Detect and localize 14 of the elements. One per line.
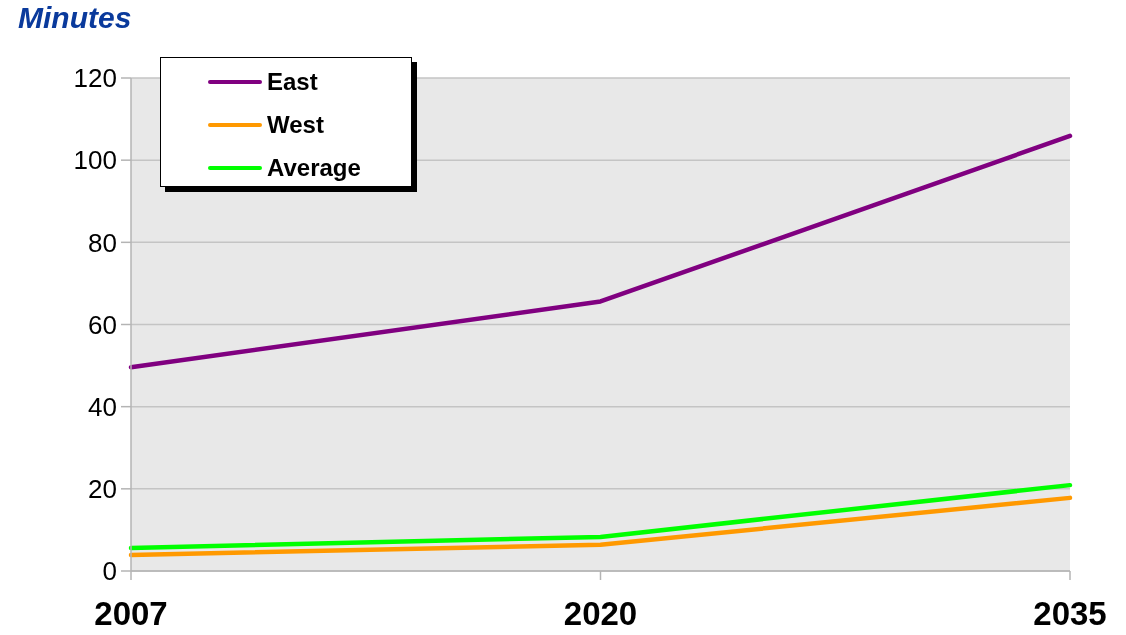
y-tick-label: 120 [73,63,117,94]
legend-label: Average [267,153,361,182]
x-tick-label: 2007 [94,595,168,633]
legend-label: East [267,67,318,96]
y-tick-label: 20 [88,474,117,505]
y-tick-label: 80 [88,227,117,258]
x-tick-label: 2035 [1033,595,1107,633]
y-tick-label: 0 [102,556,117,587]
y-axis-title: Minutes [18,1,132,34]
legend-label: West [267,110,324,139]
y-tick-label: 40 [88,391,117,422]
y-tick-label: 60 [88,309,117,340]
x-tick-label: 2020 [563,595,638,633]
y-tick-label: 100 [73,145,117,176]
